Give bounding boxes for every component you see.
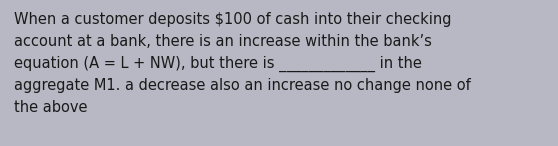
Text: account at a bank, there is an increase within the bank’s: account at a bank, there is an increase …: [14, 34, 432, 49]
Text: equation (A = L + NW), but there is _____________ in the: equation (A = L + NW), but there is ____…: [14, 56, 422, 72]
Text: aggregate M1. a decrease also an increase no change none of: aggregate M1. a decrease also an increas…: [14, 78, 471, 93]
Text: the above: the above: [14, 100, 88, 115]
Text: When a customer deposits $100 of cash into their checking: When a customer deposits $100 of cash in…: [14, 12, 451, 27]
